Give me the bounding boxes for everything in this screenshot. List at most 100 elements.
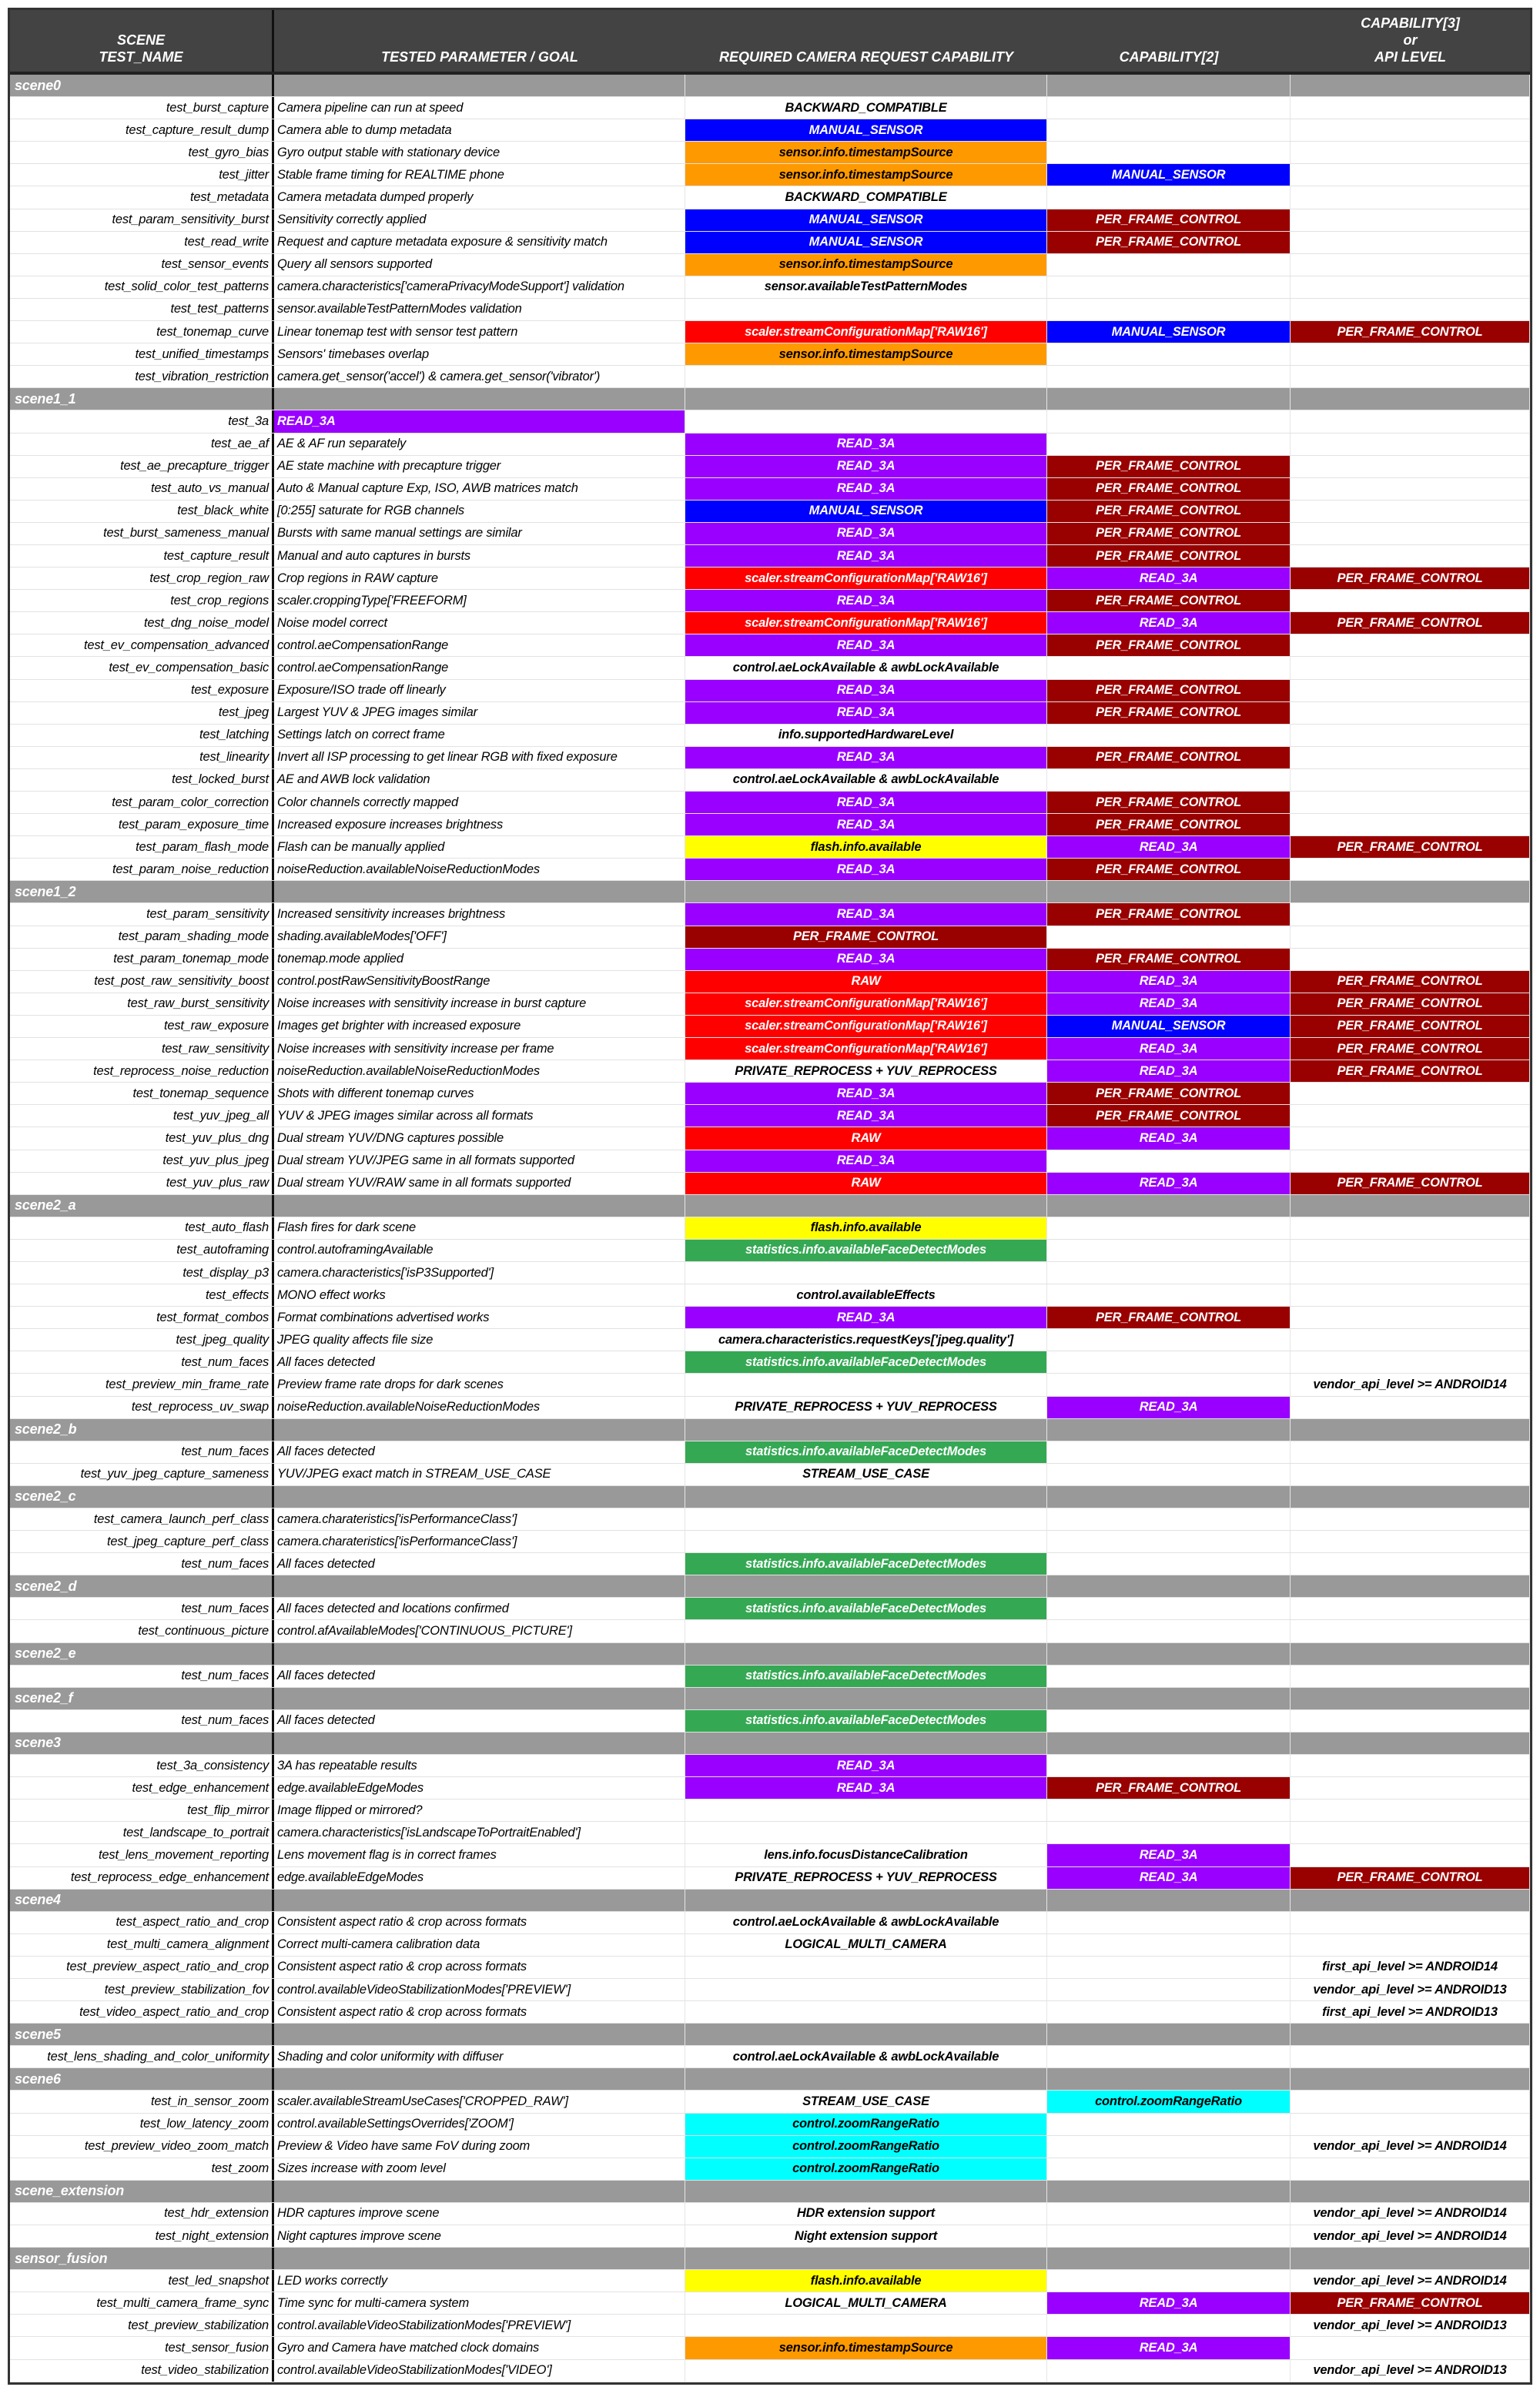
tested-goal: control.aeCompensationRange [274,657,685,679]
test-row: test_preview_stabilization_fov control.av… [10,1978,1530,2002]
tested-goal: Consistent aspect ratio & crop across fo… [274,1956,685,1978]
test-name: test_param_flash_mode [10,836,274,859]
tested-goal: Flash can be manually applied [274,836,685,859]
scene-row-spacer [1291,388,1530,410]
capability-2 [1047,2046,1291,2068]
capability-2 [1047,1441,1291,1463]
scene-row-spacer [1047,2180,1291,2202]
capability-3 [1291,2046,1530,2068]
capability-2 [1047,1261,1291,1284]
tested-goal: All faces detected [274,1665,685,1687]
tested-goal: scaler.croppingType['FREEFORM] [274,590,685,612]
test-name: test_yuv_plus_dng [10,1127,274,1150]
capability-3 [1291,97,1530,119]
test-row: test_capture_result Manual and auto captu… [10,544,1530,568]
tested-goal: Camera metadata dumped properly [274,186,685,209]
tested-goal: Lens movement flag is in correct frames [274,1844,685,1866]
header-required-capability: REQUIRED CAMERA REQUEST CAPABILITY [718,49,1014,65]
scene-header-row: sensor_fusion [10,2248,1530,2271]
scene-row-spacer [1291,2024,1530,2046]
test-name: test_camera_launch_perf_class [10,1508,274,1531]
test-row: test_param_tonemap_mode tonemap.mode appl… [10,948,1530,971]
capability-2 [1047,2158,1291,2180]
capability-2 [1047,1217,1291,1239]
required-capability: control.zoomRangeRatio [685,2113,1047,2135]
capability-3: PER_FRAME_CONTROL [1291,1172,1530,1194]
test-name: test_night_extension [10,2225,274,2248]
required-capability: READ_3A [685,433,1047,455]
scene-row-spacer [1047,1687,1291,1709]
test-row: test_ev_compensation_advanced control.aeC… [10,634,1530,658]
required-capability: LOGICAL_MULTI_CAMERA [685,1933,1047,1956]
scene-row-spacer [274,1889,685,1911]
required-capability: PRIVATE_REPROCESS + YUV_REPROCESS [685,1866,1047,1889]
capability-3 [1291,455,1530,477]
capability-2 [1047,1531,1291,1553]
tested-goal: AE state machine with precapture trigger [274,455,685,477]
capability-3 [1291,1933,1530,1956]
capability-3: first_api_level >= ANDROID13 [1291,2001,1530,2024]
required-capability: READ_3A [685,903,1047,926]
scene-row-spacer [1291,1732,1530,1755]
scene-header-row: scene5 [10,2024,1530,2047]
capability-2 [1047,724,1291,746]
capability-3 [1291,1329,1530,1351]
capability-2: READ_3A [1047,2337,1291,2359]
capability-2 [1047,1374,1291,1396]
test-name: test_3a_consistency [10,1755,274,1777]
test-name: test_metadata [10,186,274,209]
capability-3 [1291,544,1530,567]
scene-name: scene5 [10,2024,274,2046]
test-name: test_reprocess_edge_enhancement [10,1866,274,1889]
scene-row-spacer [685,75,1047,97]
test-name: test_auto_flash [10,1217,274,1239]
test-row: test_unified_timestamps Sensors' timebase… [10,343,1530,367]
test-name: test_burst_sameness_manual [10,522,274,544]
capability-3 [1291,142,1530,164]
test-row: test_flip_mirror Image flipped or mirrore… [10,1799,1530,1823]
tested-goal: camera.characteristics['isP3Supported'] [274,1261,685,1284]
required-capability: RAW [685,1127,1047,1150]
capability-2: READ_3A [1047,970,1291,993]
tested-goal: Consistent aspect ratio & crop across fo… [274,1911,685,1933]
required-capability: statistics.info.availableFaceDetectModes [685,1441,1047,1463]
test-row: test_tonemap_curve Linear tonemap test wi… [10,321,1530,344]
tested-goal: YUV/JPEG exact match in STREAM_USE_CASE [274,1463,685,1485]
required-capability: flash.info.available [685,1217,1047,1239]
scene-row-spacer [274,2248,685,2270]
tested-goal: Noise increases with sensitivity increas… [274,993,685,1015]
scene-header-row: scene2_e [10,1642,1530,1666]
test-name: test_landscape_to_portrait [10,1822,274,1844]
test-row: test_metadata Camera metadata dumped prop… [10,186,1530,209]
test-name: test_crop_regions [10,590,274,612]
test-name: test_lens_shading_and_color_uniformity [10,2046,274,2068]
scene-name: scene1_2 [10,881,274,903]
capability-3 [1291,209,1530,231]
required-capability [685,366,1047,388]
required-capability: sensor.info.timestampSource [685,142,1047,164]
required-capability [685,1620,1047,1642]
test-row: test_gyro_bias Gyro output stable with st… [10,142,1530,165]
capability-3 [1291,1261,1530,1284]
capability-2 [1047,1351,1291,1374]
test-row: test_auto_vs_manual Auto & Manual capture… [10,477,1530,500]
scene-row-spacer [274,1687,685,1709]
required-capability: PER_FRAME_CONTROL [685,926,1047,948]
tested-goal: Format combinations advertised works [274,1307,685,1329]
test-name: test_effects [10,1284,274,1307]
test-row: test_solid_color_test_patterns camera.cha… [10,276,1530,299]
capability-2: PER_FRAME_CONTROL [1047,455,1291,477]
test-row: test_exposure Exposure/ISO trade off line… [10,679,1530,702]
required-capability: STREAM_USE_CASE [685,2091,1047,2113]
scene-row-spacer [685,1575,1047,1598]
capability-3 [1291,164,1530,186]
tested-goal: noiseReduction.availableNoiseReductionMo… [274,859,685,881]
required-capability: BACKWARD_COMPATIBLE [685,97,1047,119]
required-capability: flash.info.available [685,2270,1047,2292]
required-capability [685,1508,1047,1531]
tested-goal: Crop regions in RAW capture [274,567,685,590]
capability-3 [1291,1239,1530,1261]
scene-row-spacer [1047,2248,1291,2270]
capability-2 [1047,657,1291,679]
capability-3: vendor_api_level >= ANDROID14 [1291,1374,1530,1396]
